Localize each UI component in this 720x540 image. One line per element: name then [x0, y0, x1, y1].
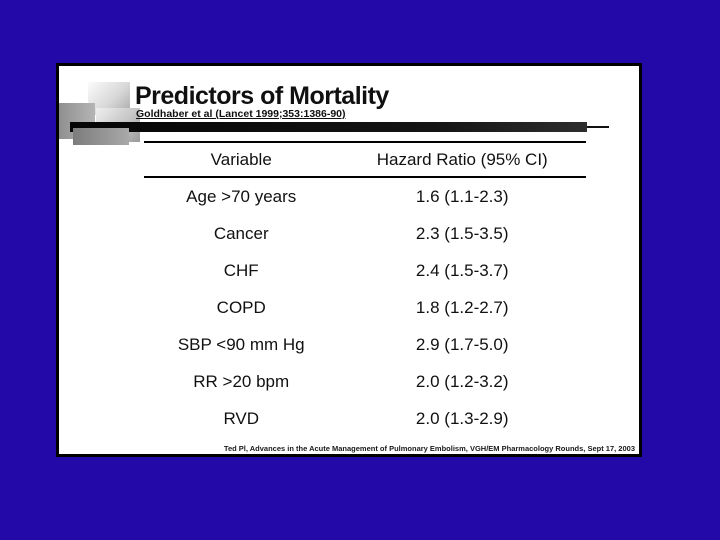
hazard-ratio-cell: 2.9 (1.7-5.0) — [415, 334, 509, 354]
table-row: Cancer 2.3 (1.5-3.5) — [144, 215, 586, 252]
title-divider-tail — [587, 126, 609, 128]
variable-cell: SBP <90 mm Hg — [177, 334, 305, 354]
slide-footer-attribution: Ted Pl, Advances in the Acute Management… — [223, 444, 635, 453]
hazard-ratio-cell: 1.8 (1.2-2.7) — [415, 297, 509, 317]
table-row: SBP <90 mm Hg 2.9 (1.7-5.0) — [144, 326, 586, 363]
variable-cell: COPD — [216, 297, 266, 317]
variable-cell: CHF — [223, 260, 259, 280]
table-row: Age >70 years 1.6 (1.1-2.3) — [144, 177, 586, 215]
table-row: COPD 1.8 (1.2-2.7) — [144, 289, 586, 326]
decorative-block — [73, 128, 129, 145]
column-header-hazard-ratio: Hazard Ratio (95% CI) — [338, 142, 586, 178]
table-row: RVD 2.0 (1.3-2.9) — [144, 400, 586, 437]
hazard-ratio-cell: 2.3 (1.5-3.5) — [415, 223, 509, 243]
presentation-slide: Predictors of Mortality Goldhaber et al … — [56, 63, 642, 457]
table-row: CHF 2.4 (1.5-3.7) — [144, 252, 586, 289]
variable-cell: Cancer — [213, 223, 269, 243]
hazard-ratio-cell: 2.0 (1.2-3.2) — [415, 371, 509, 391]
hazard-ratio-cell: 1.6 (1.1-2.3) — [415, 186, 509, 206]
slide-title: Predictors of Mortality — [135, 82, 389, 110]
variable-cell: RR >20 bpm — [193, 371, 290, 391]
hazard-ratio-cell: 2.4 (1.5-3.7) — [415, 260, 509, 280]
variable-cell: RVD — [223, 408, 260, 428]
variable-cell: Age >70 years — [186, 186, 297, 206]
hazard-ratio-table: Variable Hazard Ratio (95% CI) Age >70 y… — [144, 141, 586, 437]
slide-subtitle-citation: Goldhaber et al (Lancet 1999;353:1386-90… — [136, 108, 346, 120]
table-row: RR >20 bpm 2.0 (1.2-3.2) — [144, 363, 586, 400]
hazard-ratio-cell: 2.0 (1.3-2.9) — [415, 408, 509, 428]
column-header-variable: Variable — [144, 142, 339, 178]
title-divider-bar — [70, 122, 587, 132]
table-header-row: Variable Hazard Ratio (95% CI) — [144, 142, 586, 178]
